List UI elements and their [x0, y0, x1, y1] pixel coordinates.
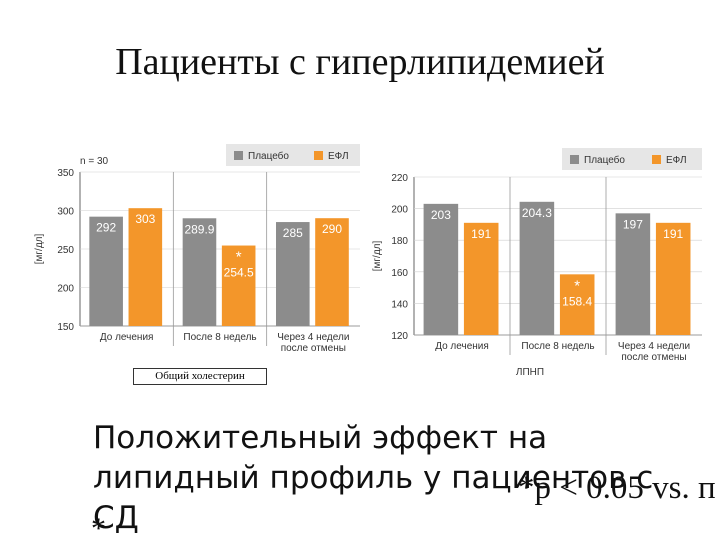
conclusion-line-2: липидный профиль у пациентов с — [93, 460, 654, 496]
legend-label: Плацебо — [584, 154, 625, 166]
placebo-bar — [182, 218, 217, 326]
efl-bar — [655, 222, 691, 335]
cholesterol-chart: 150 200 250 300 350 [мг/дл] 292 303 До лечения 28… — [30, 140, 370, 365]
bar-value-label: 303 — [135, 212, 155, 226]
efl-bar — [463, 222, 499, 335]
legend-swatch-efl — [314, 151, 323, 160]
efl-bar — [221, 245, 256, 326]
y-tick-label: 300 — [57, 207, 74, 218]
legend-label: Плацебо — [248, 150, 289, 162]
y-tick-label: 350 — [57, 168, 74, 179]
placebo-bar — [423, 203, 459, 335]
y-axis-label: [мг/дл] — [372, 241, 383, 272]
bar-value-label: 290 — [322, 222, 342, 236]
category-label: После 8 недель — [183, 332, 256, 343]
y-tick-label: 200 — [57, 284, 74, 295]
legend-swatch-placebo — [234, 151, 243, 160]
legend-swatch-placebo — [570, 155, 579, 164]
category-label: После 8 недель — [521, 341, 594, 352]
significance-note: *p < 0.05 vs. п — [518, 470, 716, 506]
conclusion-line-3: СД — [93, 500, 139, 536]
bar-value-label: 158.4 — [562, 294, 592, 308]
footnote-star: * — [91, 512, 106, 545]
bar-value-label: 285 — [283, 226, 303, 240]
placebo-bar — [519, 201, 555, 335]
efl-bar — [315, 218, 349, 326]
legend-box — [562, 148, 702, 170]
bar-value-label: 197 — [623, 217, 643, 231]
category-label: после отмены — [281, 343, 346, 354]
conclusion-line-1: Положительный эффект на — [93, 420, 548, 456]
bar-value-label: 191 — [471, 227, 491, 241]
bar-value-label: 292 — [96, 221, 116, 235]
y-tick-label: 220 — [391, 173, 408, 184]
bar-value-label: 289.9 — [184, 222, 214, 236]
category-label: Через 4 недели — [618, 341, 690, 352]
y-tick-label: 150 — [57, 322, 74, 333]
chart-caption: Общий холестерин — [133, 368, 267, 385]
significance-star: * — [574, 277, 580, 294]
bar-value-label: 191 — [663, 227, 683, 241]
y-tick-label: 160 — [391, 268, 408, 279]
bar-value-label: 254.5 — [224, 266, 254, 280]
placebo-bar — [615, 213, 651, 335]
category-label: Через 4 недели — [277, 332, 349, 343]
category-label: после отмены — [621, 352, 686, 363]
conclusion-text: Положительный эффект на липидный профиль… — [93, 418, 653, 538]
efl-bar — [559, 274, 595, 335]
category-label: До лечения — [435, 341, 489, 352]
y-tick-label: 200 — [391, 205, 408, 216]
placebo-bar — [276, 222, 310, 326]
x-axis-label: ЛПНП — [516, 367, 544, 378]
category-label: До лечения — [100, 332, 154, 343]
page-title: Пациенты с гиперлипидемией — [115, 41, 605, 83]
y-tick-label: 120 — [391, 331, 408, 342]
chart-svg: 120 140 160 180 200 220 [мг/дл] 203 191 До лечени… — [372, 148, 702, 378]
legend-label: ЕФЛ — [328, 151, 349, 162]
y-tick-label: 180 — [391, 236, 408, 247]
n-label: n = 30 — [80, 156, 109, 167]
chart-svg: 150 200 250 300 350 [мг/дл] 292 303 До лечения 28… — [34, 144, 360, 354]
legend-box — [226, 144, 360, 166]
y-tick-label: 250 — [57, 245, 74, 256]
y-tick-label: 140 — [391, 299, 408, 310]
placebo-bar — [89, 216, 123, 326]
legend-label: ЕФЛ — [666, 155, 687, 166]
ldl-chart: 120 140 160 180 200 220 [мг/дл] 203 191 До лечени… — [372, 140, 712, 380]
bar-value-label: 203 — [431, 208, 451, 222]
legend-swatch-efl — [652, 155, 661, 164]
y-axis-label: [мг/дл] — [34, 234, 45, 265]
significance-star: * — [236, 249, 242, 266]
efl-bar — [128, 208, 163, 326]
bar-value-label: 204.3 — [522, 206, 552, 220]
